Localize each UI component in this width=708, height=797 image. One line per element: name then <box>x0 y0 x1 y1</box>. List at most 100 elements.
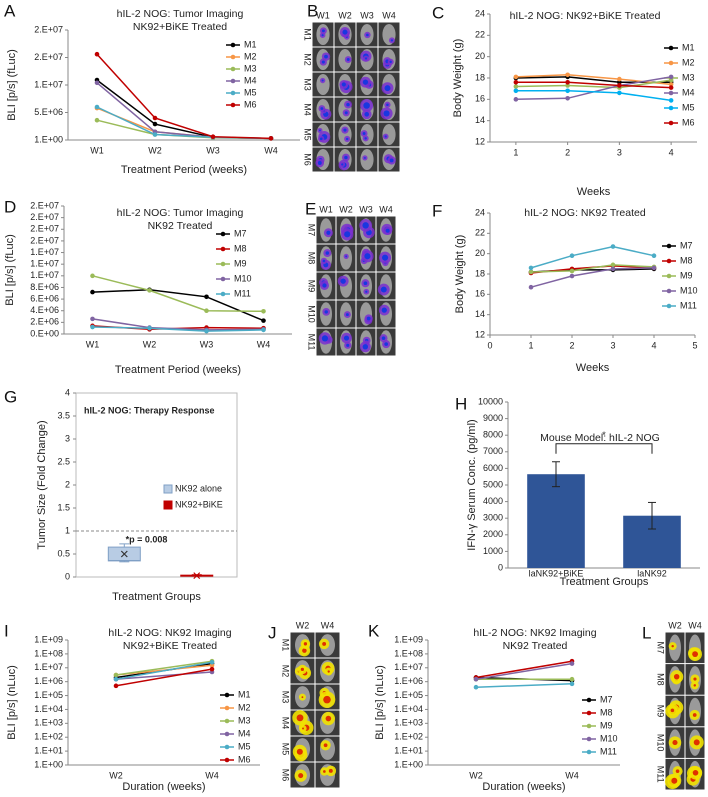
legend-label: M5 <box>244 87 257 97</box>
signal <box>344 111 348 115</box>
y-tick-label: 12 <box>475 329 485 339</box>
signal <box>323 770 326 773</box>
series-line <box>96 53 272 140</box>
y-tick-label: 1.E+06 <box>34 676 63 686</box>
legend-label: M5 <box>238 741 251 751</box>
series-line <box>92 318 264 331</box>
signal <box>363 281 368 286</box>
y-tick-label: 1.E+00 <box>34 759 63 769</box>
data-point <box>528 265 534 271</box>
signal <box>389 158 394 163</box>
x-tick-label: 3 <box>610 340 615 350</box>
x-tick-label: W2 <box>469 770 483 780</box>
y-tick-label: 10000 <box>478 396 503 406</box>
column-label: W3 <box>359 204 373 214</box>
legend-marker <box>586 749 592 755</box>
y-tick-label: 5000 <box>483 479 503 489</box>
data-point <box>651 265 657 271</box>
panel-letter: E <box>305 199 316 218</box>
legend-label: M1 <box>682 42 695 52</box>
signal <box>362 132 366 135</box>
y-tick-label: 1.E+04 <box>394 704 423 714</box>
series-line <box>530 264 655 273</box>
y-tick-label: 1.E+03 <box>394 718 423 728</box>
series-line <box>92 275 264 313</box>
y-tick-label: 7000 <box>483 446 503 456</box>
legend-marker <box>230 42 236 48</box>
y-tick-label: 1.E+07 <box>394 662 423 672</box>
legend-label: M8 <box>680 255 693 265</box>
x-axis-label: Treatment Groups <box>560 576 649 588</box>
y-tick-label: 2.E+07 <box>30 224 59 234</box>
y-tick-label: 0 <box>498 562 503 572</box>
y-tick-label: 4 <box>65 387 70 397</box>
bar <box>527 474 585 568</box>
legend-label: M11 <box>600 746 617 756</box>
x-tick-label: W2 <box>109 770 123 780</box>
signal <box>693 677 697 681</box>
x-tick-label: W3 <box>206 145 220 155</box>
series-line <box>515 81 672 89</box>
data-point <box>569 253 575 258</box>
x-tick-label: 2 <box>565 147 570 157</box>
data-point <box>90 289 95 295</box>
signal <box>364 57 368 60</box>
legend-label: NK92 alone <box>175 483 222 493</box>
signal <box>346 343 350 347</box>
legend-marker <box>668 120 674 126</box>
legend-label: M9 <box>234 258 247 268</box>
legend-label: M2 <box>238 702 251 712</box>
data-point <box>513 97 519 102</box>
series-line <box>515 79 672 89</box>
legend-label: M7 <box>680 240 693 250</box>
panel-letter: J <box>268 623 277 642</box>
row-label: M10 <box>307 305 317 323</box>
signal <box>321 29 325 33</box>
y-tick-label: 16 <box>475 94 485 104</box>
data-point <box>617 90 622 96</box>
y-axis-label: BLI [p/s] (fLuc) <box>6 49 18 121</box>
panel-letter: B <box>307 1 318 20</box>
signal <box>327 670 330 673</box>
signal <box>296 748 303 755</box>
legend-marker <box>220 246 226 252</box>
data-point <box>668 98 674 103</box>
x-tick-label: W4 <box>264 145 278 155</box>
column-label: W4 <box>379 204 393 214</box>
legend-label: M2 <box>682 57 695 67</box>
column-label: W3 <box>360 10 374 20</box>
signal <box>345 137 349 141</box>
data-point <box>210 134 216 140</box>
signal <box>384 342 388 346</box>
legend-label: M9 <box>600 720 613 730</box>
y-tick-label: 1.E+01 <box>34 745 63 755</box>
y-tick-label: 1.5 <box>57 502 70 512</box>
signal <box>301 696 304 699</box>
signal <box>317 161 322 165</box>
column-label: W2 <box>296 620 310 630</box>
y-tick-label: 1.E+05 <box>34 690 63 700</box>
x-axis-label: Weeks <box>576 362 610 374</box>
legend-marker <box>224 744 230 750</box>
x-tick-label: W4 <box>257 339 271 349</box>
legend-marker <box>586 736 592 742</box>
signal <box>325 251 330 255</box>
legend-marker <box>586 723 592 729</box>
row-label: M8 <box>307 252 317 265</box>
legend-marker <box>668 60 674 66</box>
panel-letter: F <box>432 201 442 220</box>
data-point <box>569 268 575 274</box>
signal <box>389 60 392 64</box>
row-label: M3 <box>303 78 313 91</box>
column-label: W2 <box>668 620 682 630</box>
data-point <box>209 666 215 672</box>
data-point <box>113 683 119 689</box>
y-tick-label: 1.E+07 <box>34 662 63 672</box>
signal <box>364 112 370 117</box>
x-tick-label: 5 <box>692 340 697 350</box>
legend-marker <box>230 90 236 96</box>
legend-marker <box>230 102 236 108</box>
y-tick-label: 1.E+04 <box>34 704 63 714</box>
legend-label: M6 <box>244 99 257 109</box>
data-point <box>152 121 158 127</box>
